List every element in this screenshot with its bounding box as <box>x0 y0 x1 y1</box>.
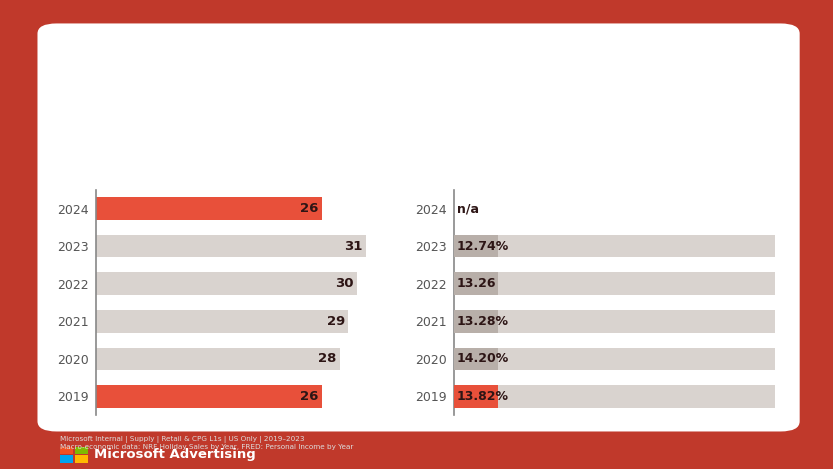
Text: 13.28%: 13.28% <box>457 315 509 328</box>
Bar <box>96 272 357 295</box>
Bar <box>454 310 498 333</box>
Bar <box>454 235 498 257</box>
Text: n/a: n/a <box>457 202 479 215</box>
Bar <box>96 385 322 408</box>
Bar <box>454 348 775 370</box>
Bar <box>454 272 498 295</box>
Text: 12.74%: 12.74% <box>457 240 509 253</box>
Text: 28: 28 <box>317 352 337 365</box>
Text: Microsoft Advertising: Microsoft Advertising <box>94 448 256 461</box>
Text: 29: 29 <box>327 315 345 328</box>
Text: six reporting weeks: six reporting weeks <box>500 124 631 136</box>
Bar <box>454 235 775 257</box>
Text: 13.82%: 13.82% <box>457 390 509 403</box>
Bar <box>96 310 348 333</box>
Bar <box>454 348 498 370</box>
Text: % of full year clicks that occur in the final: % of full year clicks that occur in the … <box>503 82 750 94</box>
Text: 26: 26 <box>301 202 319 215</box>
Text: Black Friday and Christmas: Black Friday and Christmas <box>158 124 339 136</box>
Text: Microsoft Internal | Supply | Retail & CPG L1s | US Only | 2019–2023: Microsoft Internal | Supply | Retail & C… <box>60 437 305 443</box>
Text: 30: 30 <box>335 277 353 290</box>
Bar <box>454 310 775 333</box>
Text: 31: 31 <box>344 240 362 253</box>
Text: Macro-economic data: NRF Holiday Sales by Year, FRED: Personal Income by Year: Macro-economic data: NRF Holiday Sales b… <box>60 444 353 450</box>
Bar <box>96 235 366 257</box>
Bar <box>96 197 322 220</box>
Text: 14.20%: 14.20% <box>457 352 509 365</box>
Bar <box>454 385 775 408</box>
Bar <box>454 272 775 295</box>
Text: 26: 26 <box>301 390 319 403</box>
Bar <box>454 385 498 408</box>
Bar <box>96 348 340 370</box>
FancyBboxPatch shape <box>37 23 800 431</box>
Text: Number of days between: Number of days between <box>161 82 310 94</box>
Text: 13.26: 13.26 <box>457 277 496 290</box>
